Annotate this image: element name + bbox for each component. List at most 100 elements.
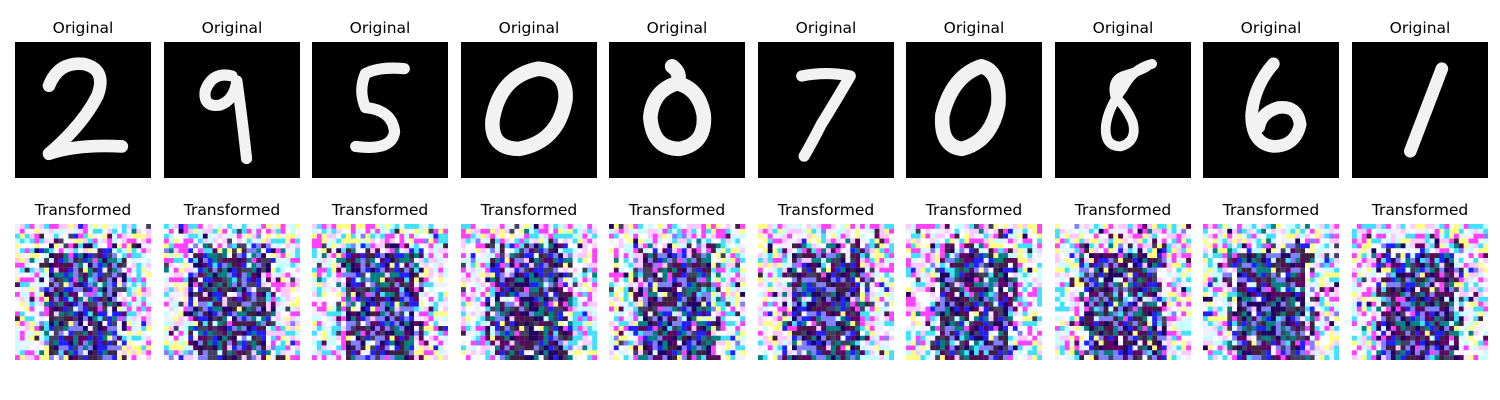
- noise-pixel: [686, 301, 692, 307]
- noise-pixel: [969, 228, 975, 234]
- noise-pixel: [236, 301, 242, 307]
- noise-pixel: [121, 238, 127, 244]
- noise-pixel: [618, 224, 624, 229]
- noise-pixel: [112, 248, 118, 254]
- noise-pixel: [691, 296, 697, 302]
- noise-pixel: [782, 224, 788, 229]
- noise-pixel: [696, 321, 702, 327]
- noise-pixel: [519, 248, 525, 254]
- noise-pixel: [974, 233, 979, 239]
- noise-pixel: [855, 272, 861, 278]
- noise-pixel: [107, 287, 113, 293]
- noise-pixel: [519, 233, 525, 239]
- noise-pixel: [295, 306, 300, 312]
- noise-pixel: [404, 301, 410, 307]
- noise-pixel: [509, 277, 515, 283]
- noise-pixel: [92, 335, 98, 341]
- noise-pixel: [423, 248, 429, 254]
- noise-pixel: [647, 233, 653, 239]
- noise-pixel: [222, 258, 228, 263]
- noise-pixel: [428, 326, 434, 331]
- noise-pixel: [53, 306, 59, 312]
- noise-pixel: [959, 253, 965, 259]
- noise-pixel: [461, 243, 466, 249]
- noise-pixel: [850, 301, 856, 307]
- noise-pixel: [389, 350, 395, 356]
- noise-pixel: [256, 340, 262, 346]
- noise-pixel: [394, 345, 400, 351]
- noise-pixel: [24, 321, 30, 327]
- noise-pixel: [341, 326, 347, 331]
- noise-pixel: [15, 238, 20, 244]
- noise-pixel: [772, 253, 778, 259]
- noise-pixel: [657, 258, 663, 263]
- noise-pixel: [19, 267, 25, 273]
- noise-pixel: [346, 330, 351, 336]
- noise-pixel: [112, 316, 118, 322]
- noise-pixel: [97, 253, 103, 259]
- noise-pixel: [212, 311, 218, 317]
- noise-pixel: [121, 224, 127, 229]
- noise-pixel: [78, 340, 84, 346]
- noise-pixel: [117, 301, 122, 307]
- noise-pixel: [261, 292, 267, 297]
- noise-pixel: [884, 321, 890, 327]
- noise-pixel: [519, 306, 525, 312]
- noise-pixel: [830, 306, 836, 312]
- noise-pixel: [312, 350, 317, 356]
- noise-pixel: [83, 335, 88, 341]
- noise-pixel: [236, 306, 242, 312]
- noise-pixel: [628, 282, 634, 288]
- noise-pixel: [758, 350, 763, 356]
- noise-pixel: [609, 287, 614, 293]
- noise-pixel: [389, 243, 395, 249]
- noise-pixel: [889, 243, 894, 249]
- noise-pixel: [652, 316, 658, 322]
- noise-pixel: [394, 311, 400, 317]
- noise-pixel: [78, 272, 84, 278]
- noise-pixel: [667, 340, 673, 346]
- noise-pixel: [499, 316, 505, 322]
- noise-pixel: [623, 272, 629, 278]
- noise-pixel: [29, 267, 35, 273]
- noise-pixel: [404, 340, 410, 346]
- noise-pixel: [384, 248, 390, 254]
- noise-pixel: [63, 330, 69, 336]
- noise-pixel: [404, 267, 410, 273]
- noise-pixel: [178, 292, 184, 297]
- noise-pixel: [389, 253, 395, 259]
- noise-pixel: [39, 335, 45, 341]
- noise-pixel: [715, 233, 721, 239]
- noise-pixel: [394, 277, 400, 283]
- noise-pixel: [855, 287, 861, 293]
- noise-pixel: [173, 326, 179, 331]
- noise-pixel: [202, 277, 208, 283]
- noise-pixel: [920, 258, 926, 263]
- noise-pixel: [202, 350, 208, 356]
- noise-pixel: [725, 277, 731, 283]
- noise-pixel: [102, 340, 108, 346]
- noise-pixel: [78, 228, 84, 234]
- noise-pixel: [336, 282, 342, 288]
- noise-pixel: [662, 350, 668, 356]
- noise-pixel: [801, 287, 807, 293]
- noise-pixel: [87, 282, 93, 288]
- noise-pixel: [63, 287, 69, 293]
- noise-pixel: [68, 243, 74, 249]
- noise-pixel: [126, 326, 132, 331]
- noise-pixel: [102, 296, 108, 302]
- noise-pixel: [107, 224, 113, 229]
- noise-pixel: [758, 238, 763, 244]
- noise-pixel: [592, 267, 597, 273]
- noise-pixel: [285, 345, 291, 351]
- noise-pixel: [884, 345, 890, 351]
- noise-pixel: [92, 306, 98, 312]
- noise-pixel: [83, 248, 88, 254]
- noise-pixel: [198, 355, 203, 360]
- noise-pixel: [529, 248, 534, 254]
- noise-pixel: [672, 287, 678, 293]
- noise-pixel: [533, 258, 539, 263]
- noise-pixel: [261, 228, 267, 234]
- noise-pixel: [326, 238, 332, 244]
- noise-pixel: [609, 296, 614, 302]
